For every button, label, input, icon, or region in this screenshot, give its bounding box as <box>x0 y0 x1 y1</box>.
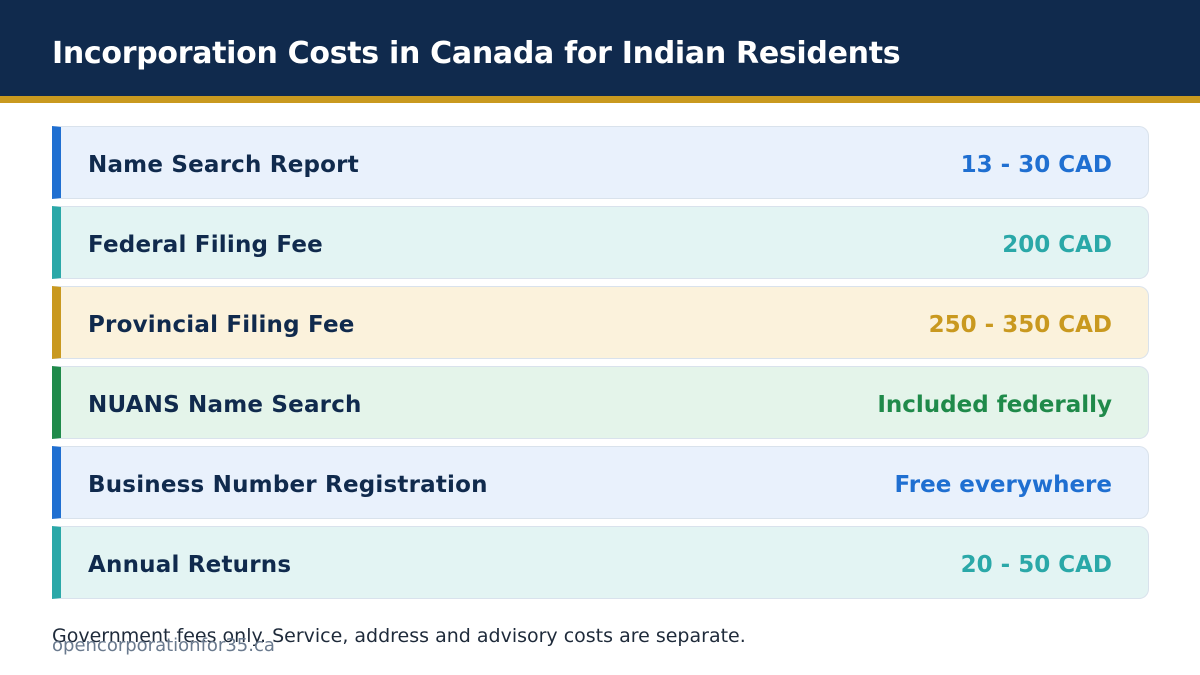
page-title: Incorporation Costs in Canada for Indian… <box>52 36 901 71</box>
cost-label: Federal Filing Fee <box>88 232 323 258</box>
cost-row-annual-returns: Annual Returns 20 - 50 CAD <box>52 526 1149 599</box>
cost-value: Free everywhere <box>894 472 1112 498</box>
cost-value: 250 - 350 CAD <box>928 312 1112 338</box>
cost-label: Provincial Filing Fee <box>88 312 355 338</box>
cost-value: 13 - 30 CAD <box>960 152 1112 178</box>
cost-list: Name Search Report 13 - 30 CAD Federal F… <box>52 126 1149 606</box>
footer-note: Government fees only. Service, address a… <box>52 625 746 647</box>
cost-value: Included federally <box>877 392 1112 418</box>
cost-label: Name Search Report <box>88 152 359 178</box>
cost-value: 20 - 50 CAD <box>960 552 1112 578</box>
footer-site-url: opencorporationfor35.ca <box>52 635 275 656</box>
cost-row-business-number-registration: Business Number Registration Free everyw… <box>52 446 1149 519</box>
cost-label: Annual Returns <box>88 552 292 578</box>
header-accent-rule <box>0 96 1200 103</box>
cost-row-nuans-name-search: NUANS Name Search Included federally <box>52 366 1149 439</box>
cost-value: 200 CAD <box>1002 232 1112 258</box>
cost-row-provincial-filing-fee: Provincial Filing Fee 250 - 350 CAD <box>52 286 1149 359</box>
cost-label: Business Number Registration <box>88 472 488 498</box>
cost-row-name-search-report: Name Search Report 13 - 30 CAD <box>52 126 1149 199</box>
cost-label: NUANS Name Search <box>88 392 362 418</box>
cost-row-federal-filing-fee: Federal Filing Fee 200 CAD <box>52 206 1149 279</box>
header-bar: Incorporation Costs in Canada for Indian… <box>0 0 1200 96</box>
